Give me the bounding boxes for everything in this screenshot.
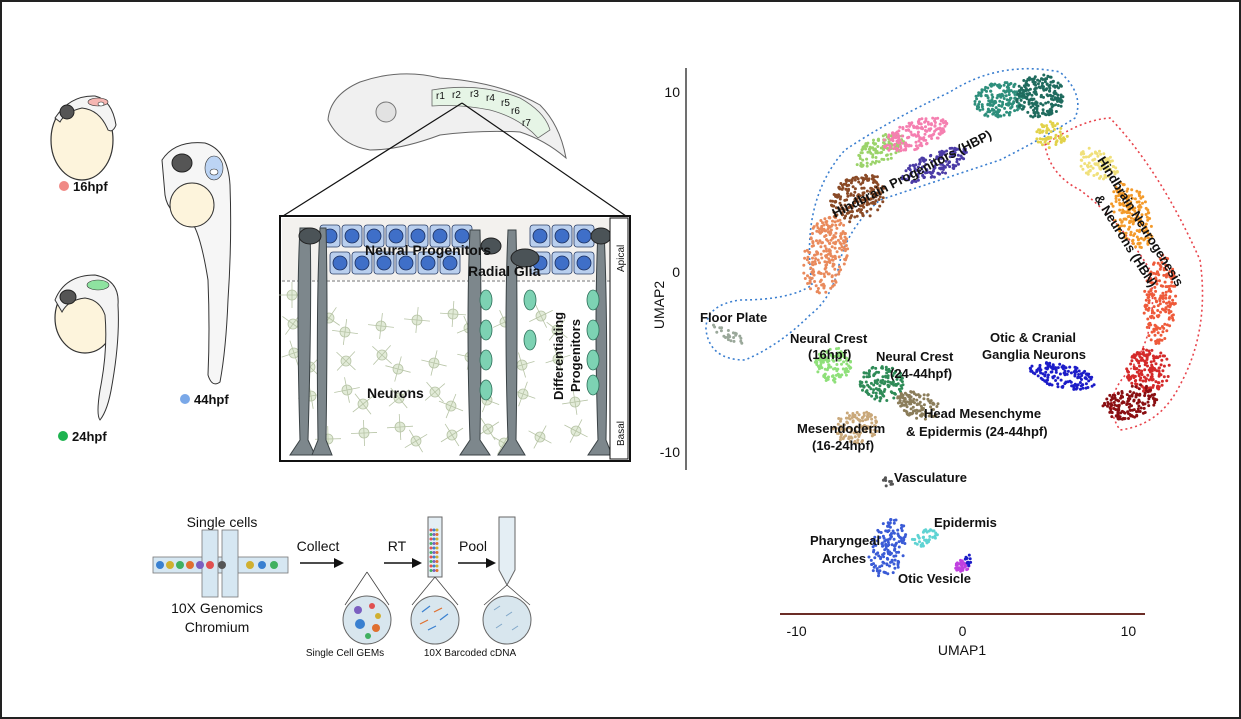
cluster-label-mes-2: (16-24hpf) xyxy=(812,438,874,453)
cluster-points-hbp-pink xyxy=(882,116,949,153)
cluster-label-otic-2: Ganglia Neurons xyxy=(982,347,1086,362)
single-cells-label: Single cells xyxy=(187,514,258,530)
cluster-label-hm-2: & Epidermis (24-44hpf) xyxy=(906,424,1048,439)
cluster-label-mes-1: Mesendoderm xyxy=(797,421,885,436)
cluster-label-nc16-2: (16hpf) xyxy=(808,347,851,362)
cluster-points-epidermis xyxy=(910,528,939,548)
cluster-points-nc16 xyxy=(813,346,853,384)
cluster-points-hbp-darkteal xyxy=(1015,73,1065,119)
gems-label: Single Cell GEMs xyxy=(306,648,384,659)
cdna-label: 10X Barcoded cDNA xyxy=(424,648,517,659)
cluster-points-nc24 xyxy=(858,365,905,403)
x-tick-label: -10 xyxy=(786,623,806,639)
cluster-label-epidermis: Epidermis xyxy=(934,515,997,530)
stage-label-16hpf: 16hpf xyxy=(73,179,108,194)
pool-tube xyxy=(482,516,532,645)
zoom-line-right xyxy=(461,102,627,217)
stage-label-44hpf: 44hpf xyxy=(194,392,229,407)
y-tick-label: 0 xyxy=(672,264,680,280)
cluster-points-hbn-darkred xyxy=(1101,383,1159,421)
rhombomere-r5: r5 xyxy=(501,98,510,109)
cluster-label-nc24-1: Neural Crest xyxy=(876,349,954,364)
embryo-16hpf xyxy=(50,95,117,181)
cluster-points-hm xyxy=(896,390,940,421)
cluster-label-nc16-1: Neural Crest xyxy=(790,331,868,346)
cluster-points-pa xyxy=(867,518,908,578)
cluster-points-hbp-brown xyxy=(829,173,887,224)
rhombomere-r4: r4 xyxy=(486,93,495,104)
rhombomere-r7: r7 xyxy=(522,118,531,129)
cluster-points-hbn-yellow xyxy=(1079,146,1119,181)
x-axis-label: UMAP1 xyxy=(938,642,986,658)
larva-head-sketch xyxy=(327,73,567,160)
y-tick-label: -10 xyxy=(660,444,680,460)
x-tick-label: 10 xyxy=(1121,623,1137,639)
basal-label: Basal xyxy=(616,421,627,446)
cluster-points-hbn-red xyxy=(1142,253,1178,345)
cluster-label-otic-vesicle: Otic Vesicle xyxy=(898,571,971,586)
y-axis-label: UMAP2 xyxy=(651,281,667,329)
cluster-points-hbp-orange xyxy=(802,215,850,295)
cluster-points-hbp-yellow xyxy=(1035,120,1069,150)
cluster-label-vasculature: Vasculature xyxy=(894,470,967,485)
cluster-points-mes xyxy=(831,410,879,445)
microfluidic-chip xyxy=(152,529,289,598)
stage-dot-44hpf xyxy=(180,394,190,404)
instrument-line1: 10X Genomics xyxy=(171,600,263,616)
y-tick-label: 10 xyxy=(664,84,680,100)
rhombomere-r3: r3 xyxy=(470,89,479,100)
rhombomere-r2: r2 xyxy=(452,90,461,101)
cluster-points-otic-vesicle xyxy=(954,558,971,573)
cluster-label-otic-1: Otic & Cranial xyxy=(990,330,1076,345)
cluster-points-otic xyxy=(1028,361,1096,391)
cluster-points-floor-plate xyxy=(712,323,744,345)
neurons-label: Neurons xyxy=(367,385,424,401)
neural-progenitors-label: Neural Progenitors xyxy=(365,242,491,258)
rhombomere-r1: r1 xyxy=(436,91,445,102)
stage-label-24hpf: 24hpf xyxy=(72,429,107,444)
cluster-points-hbp-purple xyxy=(900,146,968,184)
zoom-line-left xyxy=(282,102,463,217)
cluster-label-floor-plate: Floor Plate xyxy=(700,310,767,325)
stage-dot-24hpf xyxy=(58,431,68,441)
differentiating-label: Differentiating xyxy=(551,312,566,400)
cluster-points-hbn-orange xyxy=(1110,181,1154,249)
stage-dot-16hpf xyxy=(59,181,69,191)
cluster-points-otic-vesicle-dark xyxy=(963,553,973,568)
cluster-label-pa-1: Pharyngeal xyxy=(810,533,880,548)
cluster-label-pa-2: Arches xyxy=(822,551,866,566)
rt-label: RT xyxy=(388,538,407,554)
embryo-24hpf xyxy=(54,274,119,421)
radial-glia-label: Radial Glia xyxy=(468,263,541,279)
cluster-label-nc24-2: (24-44hpf) xyxy=(890,366,952,381)
pool-label: Pool xyxy=(459,538,487,554)
rt-tube xyxy=(410,516,460,645)
x-tick-label: 0 xyxy=(959,623,967,639)
cluster-label-hm-1: Head Mesenchyme xyxy=(924,406,1041,421)
collect-label: Collect xyxy=(297,538,340,554)
rhombomere-r6: r6 xyxy=(511,106,520,117)
instrument-line2: Chromium xyxy=(185,619,250,635)
tissue-panel xyxy=(278,215,631,462)
gems-droplet xyxy=(342,571,392,645)
embryo-44hpf xyxy=(161,142,232,385)
cluster-points-vasc xyxy=(881,476,894,488)
progenitors-label: Progenitors xyxy=(568,319,583,392)
hbn-outline xyxy=(1044,117,1204,431)
apical-label: Apical xyxy=(616,245,627,272)
